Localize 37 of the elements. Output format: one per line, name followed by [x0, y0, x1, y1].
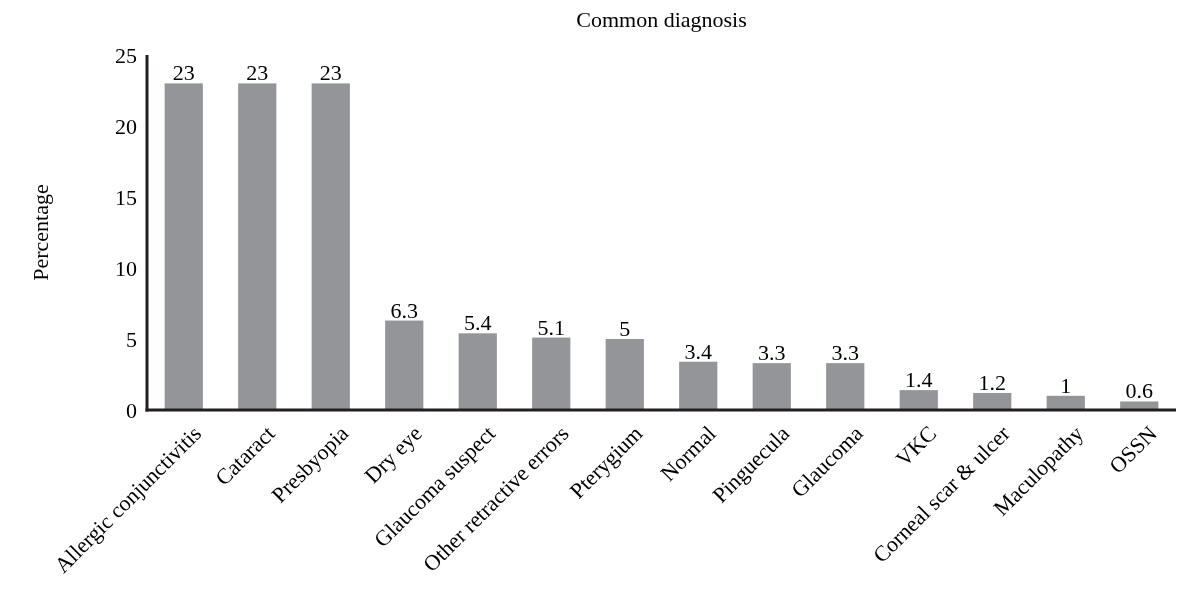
data-label: 23: [172, 60, 195, 86]
bar: [1046, 395, 1085, 410]
chart-title: Common diagnosis: [576, 7, 747, 32]
bar: [532, 337, 571, 410]
bar: [752, 363, 791, 410]
data-label: 5.1: [537, 314, 565, 340]
data-label: 1.2: [978, 369, 1006, 395]
bar: [311, 83, 350, 410]
y-tick-label: 10: [115, 255, 137, 281]
bar: [458, 333, 497, 410]
data-label: 3.3: [758, 340, 786, 366]
data-label: 3.4: [684, 338, 712, 364]
bar: [238, 83, 277, 410]
bar: [679, 361, 718, 410]
bar: [899, 390, 938, 410]
data-label: 1: [1060, 372, 1072, 398]
data-label: 6.3: [390, 297, 418, 323]
data-label: 3.3: [831, 340, 859, 366]
bar: [164, 83, 203, 410]
data-label: 0.6: [1125, 378, 1153, 404]
data-label: 5: [619, 316, 631, 341]
y-axis-title: Percentage: [28, 184, 53, 281]
data-label: 23: [246, 60, 269, 86]
data-label: 1.4: [905, 367, 933, 393]
y-tick-label: 25: [115, 42, 137, 68]
bar: [605, 339, 644, 410]
x-tick-label: VKC: [890, 420, 942, 472]
y-tick-label: 15: [115, 184, 137, 210]
data-label: 5.4: [464, 310, 492, 336]
y-tick-label: 20: [115, 113, 137, 139]
bar: [973, 392, 1012, 410]
y-tick-label: 0: [126, 397, 137, 423]
bar: [1120, 401, 1159, 410]
bar: [385, 320, 424, 410]
data-label: 23: [319, 60, 342, 86]
y-tick-label: 5: [126, 326, 137, 352]
bar: [826, 363, 865, 410]
